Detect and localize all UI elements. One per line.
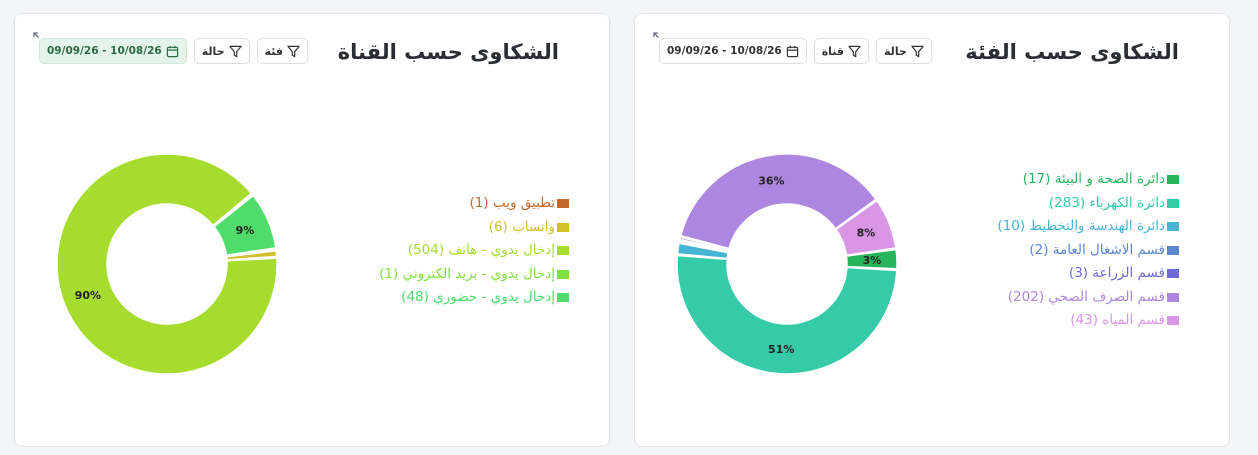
legend-label: قسم المياه (43) <box>1070 312 1165 328</box>
expand-icon[interactable] <box>653 32 667 46</box>
legend-swatch <box>1167 175 1179 185</box>
legend-swatch <box>557 293 569 303</box>
legend-label: قسم الصرف الصحي (202) <box>1007 288 1165 305</box>
category-legend: دائرة الصحة و البيئة (17) دائرة الكهرباء … <box>997 168 1179 333</box>
calendar-icon <box>166 45 178 57</box>
legend-label: دائرة الصحة و البيئة (17) <box>1022 171 1165 187</box>
legend-swatch <box>557 199 569 209</box>
chart-toolbar: 09/09/26 - 10/08/26 حالة فئة <box>39 38 308 64</box>
slice-percent-label: 51% <box>768 343 794 356</box>
status-filter-button[interactable]: حالة <box>193 38 250 64</box>
date-range-filter[interactable]: 09/09/26 - 10/08/26 <box>39 38 187 64</box>
legend-label: تطبيق ويب (1) <box>469 195 556 211</box>
category-donut-chart: 3% 51% 36% 8% <box>676 153 898 375</box>
donut-slice[interactable] <box>834 199 897 257</box>
donut-slice[interactable] <box>56 153 278 375</box>
donut-slice[interactable] <box>845 248 898 270</box>
legend-swatch <box>557 269 569 279</box>
donut-slice[interactable] <box>212 194 277 257</box>
legend-label: إدخال يدوي - هاتف (504) <box>407 242 555 258</box>
channel-filter-label: قناة <box>821 44 845 58</box>
card-title: الشكاوى حسب القناة <box>337 40 559 64</box>
legend-item[interactable]: دائرة الكهرباء (283) <box>997 192 1179 216</box>
filter-icon <box>911 45 924 57</box>
legend-label: إدخال يدوي - حضوري (48) <box>401 289 555 305</box>
legend-item[interactable]: دائرة الهندسة والتخطيط (10) <box>997 215 1179 239</box>
legend-swatch <box>1167 198 1179 208</box>
legend-label: واتساب (6) <box>488 218 555 235</box>
donut-slice[interactable] <box>679 153 877 250</box>
complaints-by-channel-card: 09/09/26 - 10/08/26 حالة فئة الشكاوى حسب… <box>14 13 610 447</box>
donut-slice[interactable] <box>676 242 729 260</box>
slice-percent-label: 90% <box>75 289 101 302</box>
donut-slice[interactable] <box>678 236 730 252</box>
legend-item[interactable]: تطبيق ويب (1) <box>379 192 569 216</box>
legend-swatch <box>557 246 569 256</box>
legend-item[interactable]: إدخال يدوي - حضوري (48) <box>379 286 569 310</box>
legend-item[interactable]: قسم الصرف الصحي (202) <box>997 286 1179 310</box>
slice-percent-label: 8% <box>857 226 876 239</box>
slice-percent-label: 3% <box>863 254 882 267</box>
legend-label: قسم الزراعة (3) <box>1068 265 1165 281</box>
channel-legend: تطبيق ويب (1) واتساب (6) إدخال يدوي - هاتف… <box>379 192 569 310</box>
card-title: الشكاوى حسب الفئة <box>965 40 1179 64</box>
date-range-filter[interactable]: 09/09/26 - 10/08/26 <box>659 38 807 64</box>
legend-swatch <box>1167 269 1179 279</box>
status-filter-button[interactable]: حالة <box>876 38 932 64</box>
legend-item[interactable]: قسم المياه (43) <box>997 309 1179 333</box>
category-filter-button[interactable]: فئة <box>256 38 308 64</box>
slice-percent-label: 36% <box>758 174 784 187</box>
filter-icon <box>287 45 300 57</box>
legend-label: دائرة الكهرباء (283) <box>1048 194 1165 211</box>
complaints-by-category-card: 09/09/26 - 10/08/26 قناة حالة الشكاوى حس… <box>634 13 1230 447</box>
legend-swatch <box>1167 292 1179 302</box>
chart-toolbar: 09/09/26 - 10/08/26 قناة حالة <box>659 38 932 64</box>
slice-percent-label: 9% <box>236 224 255 237</box>
donut-slice[interactable] <box>225 249 278 261</box>
legend-label: دائرة الهندسة والتخطيط (10) <box>997 218 1165 234</box>
legend-item[interactable]: إدخال يدوي - هاتف (504) <box>379 239 569 263</box>
legend-item[interactable]: واتساب (6) <box>379 216 569 240</box>
legend-swatch <box>1167 245 1179 255</box>
date-range-text: 09/09/26 - 10/08/26 <box>47 45 162 57</box>
channel-filter-button[interactable]: قناة <box>813 38 870 64</box>
status-filter-label: حالة <box>884 44 907 58</box>
legend-item[interactable]: إدخال يدوي - بريد الكتروني (1) <box>379 263 569 287</box>
legend-item[interactable]: قسم الزراعة (3) <box>997 262 1179 286</box>
channel-donut-chart: 90% 9% <box>56 153 278 375</box>
legend-swatch <box>1167 222 1179 232</box>
donut-slice[interactable] <box>678 240 730 253</box>
filter-icon <box>228 45 242 57</box>
category-filter-label: فئة <box>264 44 283 58</box>
date-range-text: 09/09/26 - 10/08/26 <box>667 45 782 57</box>
calendar-icon <box>786 45 798 57</box>
status-filter-label: حالة <box>201 44 225 58</box>
legend-label: قسم الاشغال العامة (2) <box>1029 241 1165 258</box>
legend-swatch <box>557 222 569 232</box>
donut-slice[interactable] <box>676 254 898 375</box>
legend-item[interactable]: قسم الاشغال العامة (2) <box>997 239 1179 263</box>
expand-icon[interactable] <box>33 32 47 46</box>
legend-item[interactable]: دائرة الصحة و البيئة (17) <box>997 168 1179 192</box>
legend-label: إدخال يدوي - بريد الكتروني (1) <box>379 265 555 282</box>
filter-icon <box>848 45 861 57</box>
legend-swatch <box>1167 316 1179 326</box>
